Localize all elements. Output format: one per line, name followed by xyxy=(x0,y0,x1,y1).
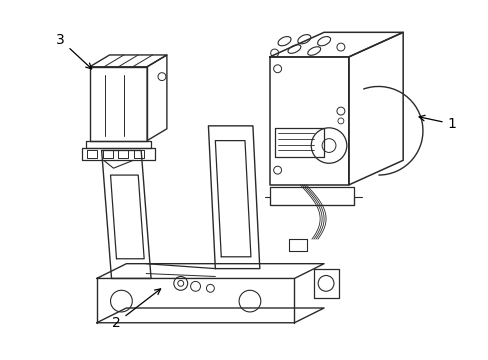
Text: 3: 3 xyxy=(56,33,91,69)
Text: 2: 2 xyxy=(112,289,160,330)
Text: 1: 1 xyxy=(418,115,456,131)
